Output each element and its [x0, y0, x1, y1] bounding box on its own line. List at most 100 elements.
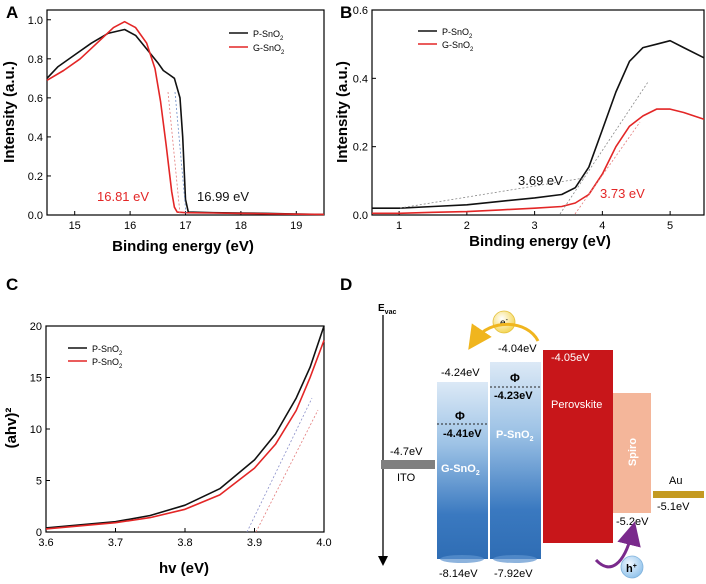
y-tick-label-c-1: 5 [36, 476, 42, 488]
hole-label: h+ [626, 563, 637, 575]
x-axis-label-c: hv (eV) [159, 560, 209, 577]
ito-name-label: ITO [397, 472, 416, 484]
y-tick-label-c-3: 15 [30, 373, 42, 385]
legend-b: P-SnO2 G-SnO2 [418, 27, 474, 53]
y-axis-label-a: Intensity (a.u.) [1, 61, 18, 163]
y-tick-label-b-0: 0.0 [353, 210, 368, 222]
panel-label-a: A [6, 3, 18, 22]
ito-bar [381, 460, 435, 469]
perovskite-vb-label: -5.77eV [551, 542, 590, 554]
g-sno2-cb-label: -4.24eV [441, 367, 480, 379]
ito-level-label: -4.7eV [390, 446, 423, 458]
g-sno2-vb-label: -8.14eV [439, 568, 478, 580]
tangent-line-c1 [246, 397, 313, 533]
p-sno2-cb-label: -4.04eV [498, 343, 537, 355]
x-axis-label-a: Binding energy (eV) [112, 238, 254, 255]
spiro-block [613, 393, 651, 513]
p-sno2-phi: Φ [510, 371, 520, 385]
tangent-line-b2 [574, 121, 641, 215]
y-axis-label-c: (ahv)² [3, 408, 20, 449]
g-sno2-name: G-SnO2 [441, 463, 480, 477]
panel-label-b: B [340, 3, 352, 22]
tangent-line-c2 [255, 409, 319, 533]
annotation-16-99: 16.99 eV [197, 189, 249, 204]
g-sno2-phi: Φ [455, 409, 465, 423]
hole-ball [620, 555, 644, 579]
legend-c: P-SnO2 P-SnO2 [68, 344, 123, 370]
y-tick-label-c-2: 10 [30, 424, 42, 436]
panel-label-d: D [340, 275, 352, 294]
plot-frame-c [45, 325, 325, 533]
legend-label-c1: P-SnO2 [92, 344, 123, 357]
y-tick-label-c-4: 20 [30, 321, 42, 333]
series-line-c-0 [45, 325, 325, 529]
series-line-a-0 [46, 28, 325, 216]
y-tick-label-a-1: 0.2 [28, 171, 43, 183]
y-axis-label-b: Intensity (a.u.) [334, 61, 351, 163]
x-tick-label-c-2: 3.8 [177, 537, 192, 549]
y-tick-label-a-2: 0.4 [28, 132, 43, 144]
y-tick-label-a-3: 0.6 [28, 93, 43, 105]
g-sno2-vb-edge [440, 555, 484, 563]
legend-label-b1: P-SnO2 [442, 27, 473, 40]
legend-label-b2: G-SnO2 [442, 40, 474, 53]
tangent-line-a1 [174, 91, 187, 215]
tangent-line-a2 [167, 91, 181, 215]
perovskite-block [543, 350, 613, 543]
annotation-3-73: 3.73 eV [600, 186, 645, 201]
x-axis-label-b: Binding energy (eV) [469, 233, 611, 250]
x-tick-label-a-4: 19 [290, 220, 302, 232]
y-tick-label-c-0: 0 [36, 527, 42, 539]
x-tick-label-b-1: 2 [464, 220, 470, 232]
x-tick-label-a-2: 17 [179, 220, 191, 232]
energy-axis-label: Evac [378, 303, 396, 316]
legend-label-a2: G-SnO2 [253, 43, 285, 56]
spiro-name: Spiro [627, 438, 639, 466]
hole-transfer-arrow [594, 521, 641, 569]
y-tick-label-b-3: 0.6 [353, 5, 368, 17]
plot-frame-b [371, 9, 705, 216]
electron-ball [492, 310, 516, 334]
series-line-a-1 [46, 20, 325, 216]
annotation-16-81: 16.81 eV [97, 189, 149, 204]
chart-panel-b: 1 2 3 4 5 0.0 0.2 0.4 0.6 3.69 eV 3.73 eV P-SnO2… [334, 5, 705, 250]
au-bar [653, 491, 704, 498]
x-tick-label-b-2: 3 [532, 220, 538, 232]
x-tick-label-a-0: 15 [69, 220, 81, 232]
tangent-line-b1 [559, 81, 649, 215]
p-sno2-fermi-label: -4.23eV [494, 390, 533, 402]
perovskite-cb-label: -4.05eV [551, 352, 590, 364]
electron-transfer-arrow [468, 322, 540, 350]
g-sno2-fermi-label: -4.41eV [443, 428, 482, 440]
x-tick-label-a-3: 18 [235, 220, 247, 232]
y-tick-label-b-2: 0.4 [353, 73, 368, 85]
spiro-vb-label: -5.2eV [616, 516, 649, 528]
series-line-b-0 [372, 39, 705, 209]
chart-panel-c: 3.6 3.7 3.8 3.9 4.0 0 5 10 15 20 P-SnO2 P-SnO2 hv… [3, 321, 332, 577]
au-name: Au [669, 475, 682, 487]
perovskite-name: Perovskite [551, 399, 602, 411]
au-level-label: -5.1eV [657, 501, 690, 513]
panel-label-c: C [6, 275, 18, 294]
legend-a: P-SnO2 G-SnO2 [229, 29, 285, 56]
x-tick-label-b-3: 4 [599, 220, 605, 232]
x-tick-label-a-1: 16 [124, 220, 136, 232]
baseline-line-b1 [399, 177, 585, 209]
x-tick-label-c-3: 3.9 [247, 537, 262, 549]
x-tick-label-b-4: 5 [667, 220, 673, 232]
energy-axis-arrow [378, 556, 388, 566]
annotation-3-69: 3.69 eV [518, 173, 563, 188]
series-line-b-1 [372, 108, 705, 215]
y-tick-label-b-1: 0.2 [353, 142, 368, 154]
p-sno2-name: P-SnO2 [496, 429, 534, 443]
y-tick-label-a-5: 1.0 [28, 15, 43, 27]
y-tick-label-a-0: 0.0 [28, 210, 43, 222]
chart-panel-a: 15 16 17 18 19 0.0 0.2 0.4 0.6 0.8 1.0 16.99 eV 16… [1, 9, 325, 255]
x-tick-label-b-0: 1 [396, 220, 402, 232]
y-tick-label-a-4: 0.8 [28, 54, 43, 66]
series-line-c-1 [45, 340, 325, 530]
p-sno2-vb-label: -7.92eV [494, 568, 533, 580]
legend-label-a1: P-SnO2 [253, 29, 284, 42]
x-tick-label-c-0: 3.6 [38, 537, 53, 549]
